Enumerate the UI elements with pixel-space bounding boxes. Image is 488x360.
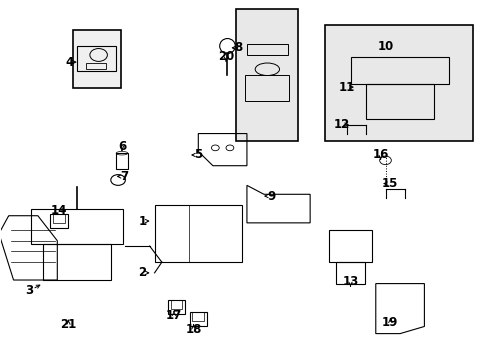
Bar: [30, 208, 122, 244]
Bar: [77, 46, 116, 71]
Bar: [192, 312, 203, 321]
Bar: [86, 63, 106, 68]
Bar: [53, 214, 64, 223]
Bar: [42, 244, 111, 280]
Bar: [245, 75, 288, 102]
Text: 2: 2: [138, 266, 146, 279]
Bar: [116, 153, 127, 169]
Text: 3: 3: [25, 284, 34, 297]
Text: 10: 10: [377, 40, 393, 53]
Text: 6: 6: [118, 140, 126, 153]
Text: 11: 11: [338, 81, 354, 94]
Text: 14: 14: [50, 204, 67, 217]
Text: 21: 21: [60, 318, 77, 331]
Text: 15: 15: [382, 177, 398, 190]
Text: 19: 19: [382, 316, 398, 329]
Bar: [236, 9, 297, 141]
Bar: [189, 312, 206, 327]
Bar: [167, 300, 185, 314]
Text: 13: 13: [342, 275, 358, 288]
Bar: [50, 214, 67, 228]
Bar: [324, 24, 472, 141]
Text: 1: 1: [138, 215, 146, 228]
Text: 20: 20: [218, 50, 234, 63]
Text: 17: 17: [165, 309, 182, 322]
Text: 18: 18: [185, 323, 201, 336]
Bar: [170, 300, 182, 309]
Text: 7: 7: [120, 170, 128, 183]
Bar: [335, 262, 365, 284]
Text: 4: 4: [65, 55, 73, 69]
Bar: [351, 57, 448, 84]
Bar: [73, 30, 121, 88]
Text: 16: 16: [372, 148, 388, 162]
Bar: [246, 44, 287, 55]
Text: 5: 5: [194, 148, 202, 162]
Text: 8: 8: [234, 41, 243, 54]
Bar: [366, 84, 433, 119]
Text: 9: 9: [266, 190, 275, 203]
Bar: [328, 230, 372, 262]
Text: 12: 12: [333, 118, 349, 131]
